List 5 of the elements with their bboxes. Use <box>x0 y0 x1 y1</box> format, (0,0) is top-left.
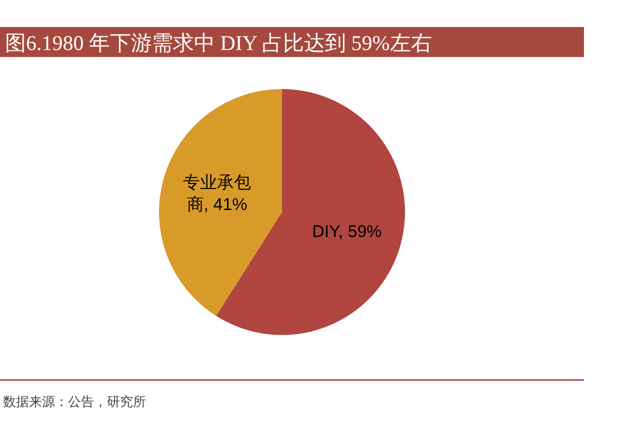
slice-label: DIY, 59% <box>312 222 382 241</box>
pie-slice <box>159 89 282 316</box>
chart-title: 图6.1980 年下游需求中 DIY 占比达到 59%左右 <box>5 31 432 55</box>
slice-label: 专业承包商, 41% <box>183 173 252 214</box>
source-note: 数据来源：公告，研究所 <box>3 394 146 409</box>
